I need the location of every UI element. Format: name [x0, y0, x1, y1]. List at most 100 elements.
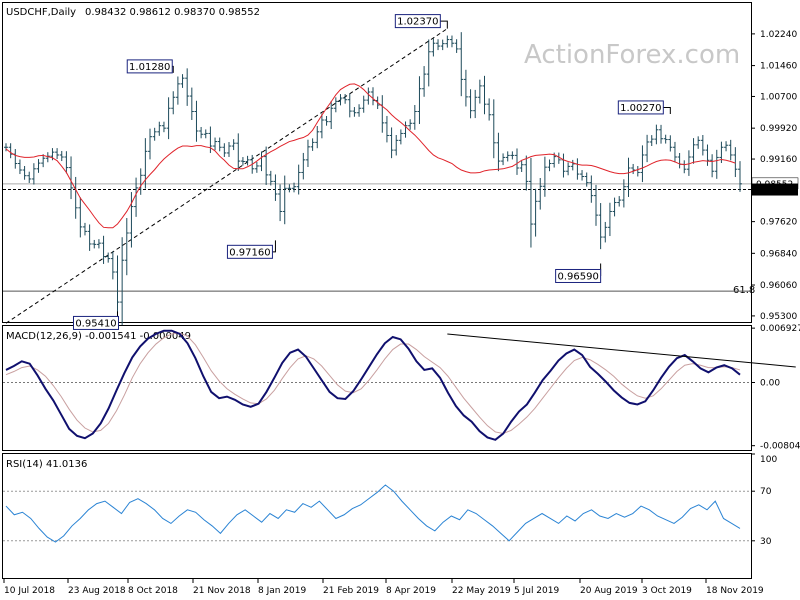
price-bar: [134, 177, 139, 217]
price-bar: [668, 135, 673, 152]
price-bar: [728, 139, 733, 161]
price-bar: [31, 163, 36, 185]
price-bar: [724, 141, 729, 152]
price-bar: [152, 127, 157, 141]
price-bar: [436, 39, 441, 51]
price-bar: [473, 89, 478, 119]
price-bar: [310, 138, 315, 151]
price-bar: [254, 161, 259, 173]
price-bar: [621, 179, 626, 208]
annotation-box: [126, 59, 173, 74]
price-bar: [292, 182, 297, 193]
price-bar: [41, 154, 46, 168]
annotation-leader: [663, 106, 671, 114]
price-annotation: 1.00270: [617, 100, 671, 115]
rising-trend-line: [5, 28, 448, 324]
fib-level-label: 61.8: [733, 285, 755, 296]
price-axis-tick-label: 1.00700: [760, 92, 797, 102]
price-bar: [691, 138, 696, 164]
price-bar: [589, 175, 594, 203]
price-annotation: 0.96590: [555, 263, 602, 283]
annotation-box: [72, 315, 119, 330]
price-axis-tick-label: 0.96840: [760, 249, 797, 259]
rsi-axis-tick-label: 30: [760, 537, 772, 547]
axis-layer: 10 Jul 2018 23 Aug 2018 8 Oct 2018 21 Nov 2…: [3, 578, 764, 596]
x-axis-tick-label: 18 Nov 2019: [706, 586, 764, 596]
price-bar: [738, 161, 742, 192]
price-bar: [315, 126, 320, 149]
price-bar: [236, 133, 241, 171]
price-bar: [672, 141, 677, 163]
price-bar: [463, 69, 468, 107]
support-level-label: 0.98410: [756, 186, 793, 196]
price-bar: [412, 105, 417, 130]
price-bar: [194, 100, 199, 142]
price-bar: [213, 137, 218, 151]
price-bar: [607, 202, 612, 237]
macd-line: [5, 329, 741, 441]
price-bar: [431, 38, 436, 57]
price-bar: [278, 184, 283, 222]
price-bar: [640, 145, 645, 183]
price-bar: [700, 134, 705, 156]
macd-axis-tick-label: 0.00: [760, 379, 780, 389]
rsi-line: [5, 484, 741, 543]
price-bar: [398, 129, 403, 145]
price-bar: [487, 98, 492, 121]
price-bar: [208, 126, 213, 153]
price-bar: [240, 157, 245, 166]
price-bar: [403, 121, 408, 138]
x-axis-tick-label: 8 Jan 2019: [258, 586, 306, 596]
price-bar: [203, 129, 208, 139]
x-axis-tick-label: 23 Aug 2018: [68, 586, 126, 596]
price-bar: [87, 224, 92, 251]
price-bar: [357, 104, 362, 117]
price-axis-tick-label: 0.97620: [760, 218, 797, 228]
price-bar: [394, 134, 399, 156]
price-bar: [161, 121, 166, 133]
price-bar: [705, 144, 710, 166]
macd-signal-line: [5, 332, 741, 435]
price-bar: [343, 94, 348, 104]
price-annotation: 1.02370: [394, 14, 448, 29]
price-bar: [222, 143, 227, 157]
price-bar: [449, 35, 454, 48]
price-bar: [226, 142, 231, 157]
price-bar: [166, 97, 171, 140]
annotation-leader: [272, 240, 276, 253]
price-bar: [422, 66, 427, 97]
price-bar: [157, 121, 162, 136]
price-bar: [528, 157, 533, 248]
price-bar: [505, 151, 510, 162]
price-bar: [538, 178, 543, 210]
macd-panel-title: MACD(12,26,9) -0.001541 -0.000049: [6, 331, 191, 342]
annotation-label: 0.97160: [229, 247, 270, 258]
price-bar: [92, 239, 97, 249]
price-bar: [305, 139, 310, 168]
price-bar: [106, 252, 111, 263]
price-bar: [347, 93, 352, 118]
price-panel-title: USDCHF,Daily: [6, 7, 76, 18]
price-bar: [120, 237, 125, 326]
price-bar: [714, 149, 719, 179]
price-bar: [408, 119, 413, 130]
price-bar: [264, 146, 269, 185]
price-annotation: 1.01280: [126, 59, 174, 74]
price-bar: [524, 155, 529, 191]
macd-trend-line: [447, 333, 796, 368]
price-bar: [333, 97, 338, 113]
macd-layer: 0.006927 0.00 -0.008049: [3, 324, 800, 452]
macd-axis-tick-label: -0.008049: [760, 442, 800, 452]
x-axis-tick-label: 10 Jul 2018: [4, 586, 55, 596]
price-panel-frame: [2, 2, 752, 323]
price-bar: [185, 68, 190, 106]
annotation-label: 1.00270: [620, 103, 661, 114]
annotation-label: 0.95410: [75, 318, 116, 329]
price-bar: [217, 137, 222, 152]
annotation-box: [394, 14, 441, 29]
price-bar: [171, 91, 176, 115]
annotation-box: [226, 244, 273, 259]
price-bar: [445, 35, 450, 48]
annotation-label: 0.96590: [557, 271, 598, 282]
ohlc-values: 0.98432 0.98612 0.98370 0.98552: [85, 7, 260, 18]
